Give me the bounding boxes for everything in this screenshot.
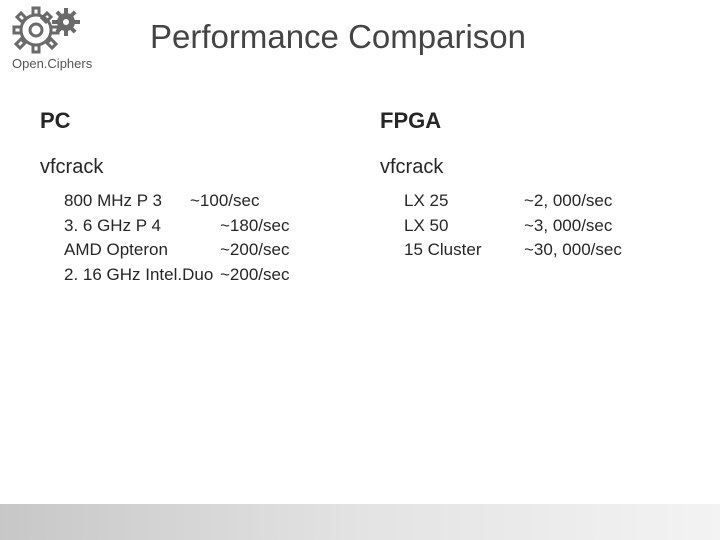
row-label: 2. 16 GHz Intel.Duo — [64, 263, 220, 288]
row-value: ~180/sec — [220, 214, 289, 239]
table-row: 3. 6 GHz P 4 ~180/sec — [64, 214, 360, 239]
column-fpga: FPGA vfcrack LX 25 ~2, 000/sec LX 50 ~3,… — [380, 108, 700, 263]
row-label: 15 Cluster — [404, 238, 524, 263]
gears-icon: Open.Ciphers — [8, 6, 116, 76]
row-value: ~200/sec — [220, 263, 289, 288]
table-row: 15 Cluster ~30, 000/sec — [404, 238, 700, 263]
row-label: 800 MHz P 3 — [64, 189, 190, 214]
row-label: LX 50 — [404, 214, 524, 239]
logo: Open.Ciphers — [8, 6, 116, 76]
row-value: ~100/sec — [190, 189, 259, 214]
rows-fpga: LX 25 ~2, 000/sec LX 50 ~3, 000/sec 15 C… — [404, 189, 700, 263]
row-label: 3. 6 GHz P 4 — [64, 214, 220, 239]
table-row: 800 MHz P 3 ~100/sec — [64, 189, 360, 214]
table-row: AMD Opteron ~200/sec — [64, 238, 360, 263]
row-label: LX 25 — [404, 189, 524, 214]
heading-pc: PC — [40, 108, 360, 134]
rows-pc: 800 MHz P 3 ~100/sec 3. 6 GHz P 4 ~180/s… — [64, 189, 360, 288]
table-row: LX 50 ~3, 000/sec — [404, 214, 700, 239]
logo-text: Open.Ciphers — [12, 56, 93, 71]
subheading-fpga: vfcrack — [380, 156, 700, 179]
row-value: ~3, 000/sec — [524, 214, 612, 239]
row-label: AMD Opteron — [64, 238, 220, 263]
column-pc: PC vfcrack 800 MHz P 3 ~100/sec 3. 6 GHz… — [40, 108, 360, 288]
table-row: LX 25 ~2, 000/sec — [404, 189, 700, 214]
subheading-pc: vfcrack — [40, 156, 360, 179]
row-value: ~2, 000/sec — [524, 189, 612, 214]
heading-fpga: FPGA — [380, 108, 700, 134]
table-row: 2. 16 GHz Intel.Duo ~200/sec — [64, 263, 360, 288]
page-title: Performance Comparison — [150, 18, 526, 56]
row-value: ~30, 000/sec — [524, 238, 622, 263]
row-value: ~200/sec — [220, 238, 289, 263]
footer-band — [0, 504, 720, 540]
